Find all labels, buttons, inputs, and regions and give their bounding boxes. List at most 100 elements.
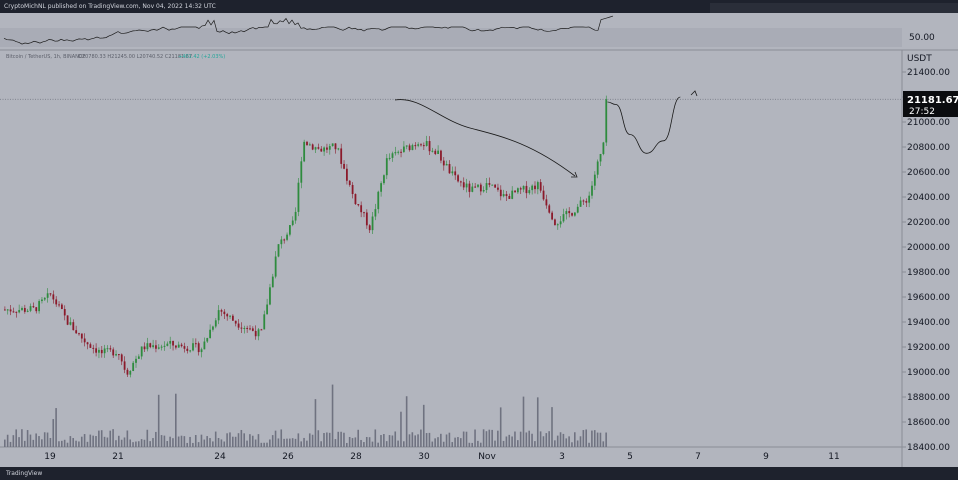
tradingview-logo: TradingView: [6, 470, 43, 477]
volume-bar: [605, 432, 607, 447]
candle-body: [29, 306, 32, 311]
footer-bar: TradingView: [0, 467, 958, 480]
volume-bar: [328, 432, 331, 447]
candle-body: [23, 307, 26, 312]
candle-body: [519, 188, 522, 190]
projection-path[interactable]: [607, 96, 681, 154]
candle-body: [394, 152, 397, 154]
candle-body: [49, 293, 52, 295]
volume-bar: [257, 434, 260, 447]
volume-bar: [331, 384, 334, 447]
candle-body: [152, 345, 154, 348]
candle-body: [303, 141, 306, 162]
candle-body: [511, 190, 514, 199]
volume-bar: [599, 432, 602, 447]
candle-body: [460, 181, 462, 183]
volume-bar: [388, 435, 391, 447]
candle-body: [422, 145, 425, 147]
time-tick-label: 21: [112, 452, 123, 462]
volume-bar: [360, 439, 362, 447]
volume-bar: [576, 440, 579, 447]
candle-body: [75, 330, 78, 334]
candle-body: [320, 148, 323, 152]
price-tick-label: 21400.00: [907, 68, 950, 78]
volume-bar: [385, 441, 388, 447]
volume-bar: [548, 431, 550, 447]
candle-body: [354, 194, 357, 205]
candle-body: [365, 212, 368, 226]
candle-body: [155, 345, 157, 349]
volume-bar: [177, 436, 180, 447]
candle-body: [212, 326, 214, 330]
volume-bar: [602, 441, 605, 447]
candle-body: [385, 158, 388, 176]
candle-body: [574, 212, 576, 216]
volume-bar: [365, 436, 368, 447]
candle-body: [146, 343, 149, 350]
volume-bar: [118, 435, 120, 447]
time-tick-label: 26: [282, 452, 294, 462]
candle-body: [223, 311, 226, 315]
candle-body: [591, 185, 593, 196]
volume-bar: [269, 439, 271, 447]
candle-body: [391, 153, 394, 158]
volume-bar: [593, 430, 596, 447]
volume-bar: [374, 429, 377, 447]
candle-body: [112, 349, 115, 356]
volume-bar: [368, 437, 371, 447]
candle-body: [172, 340, 174, 346]
candle-body: [160, 346, 163, 348]
volume-bar: [209, 438, 211, 447]
candle-body: [377, 191, 380, 210]
candle-body: [445, 163, 448, 166]
volume-bar: [348, 436, 351, 447]
time-tick-label: 28: [350, 452, 362, 462]
candle-body: [18, 309, 21, 313]
volume-bar: [497, 430, 499, 447]
volume-bar: [18, 437, 20, 447]
price-tick-label: 20400.00: [907, 193, 950, 203]
volume-bar: [437, 437, 439, 447]
volume-bar: [271, 435, 274, 447]
candle-body: [226, 314, 229, 317]
trendline-drawing[interactable]: [394, 99, 576, 177]
candle-body: [331, 143, 334, 147]
price-tick-label: 18600.00: [907, 418, 950, 428]
volume-bar: [525, 432, 528, 447]
candle-body: [545, 199, 548, 206]
candle-body: [479, 184, 482, 192]
volume-bar: [585, 429, 587, 447]
volume-bar: [554, 440, 556, 447]
volume-bar: [249, 434, 251, 447]
volume-bar: [180, 435, 183, 447]
candle-body: [251, 328, 254, 331]
candle-body: [437, 150, 439, 155]
candle-body: [337, 148, 340, 150]
candle-body: [328, 146, 331, 150]
candle-body: [46, 293, 49, 298]
candle-body: [63, 309, 66, 316]
candle-body: [582, 200, 585, 202]
volume-bar: [539, 431, 542, 447]
candle-body: [132, 362, 135, 372]
candle-body: [505, 194, 508, 197]
candle-body: [431, 150, 434, 152]
volume-bar: [240, 429, 243, 447]
volume-bar: [172, 438, 174, 447]
volume-bar: [220, 439, 223, 447]
candle-body: [118, 354, 120, 356]
candle-body: [343, 163, 345, 169]
candle-body: [397, 151, 400, 153]
candle-body: [468, 183, 471, 192]
candle-body: [457, 175, 459, 182]
volume-bar: [314, 399, 317, 447]
volume-bar: [326, 432, 328, 447]
candle-body: [314, 147, 317, 150]
trendline-arrowhead: [571, 171, 578, 178]
candle-body: [254, 330, 257, 337]
bar-countdown: 27:52: [909, 107, 935, 117]
volume-bar: [411, 432, 414, 447]
legend-symbol: Bitcoin / TetherUS, 1h, BINANCE: [6, 54, 86, 60]
